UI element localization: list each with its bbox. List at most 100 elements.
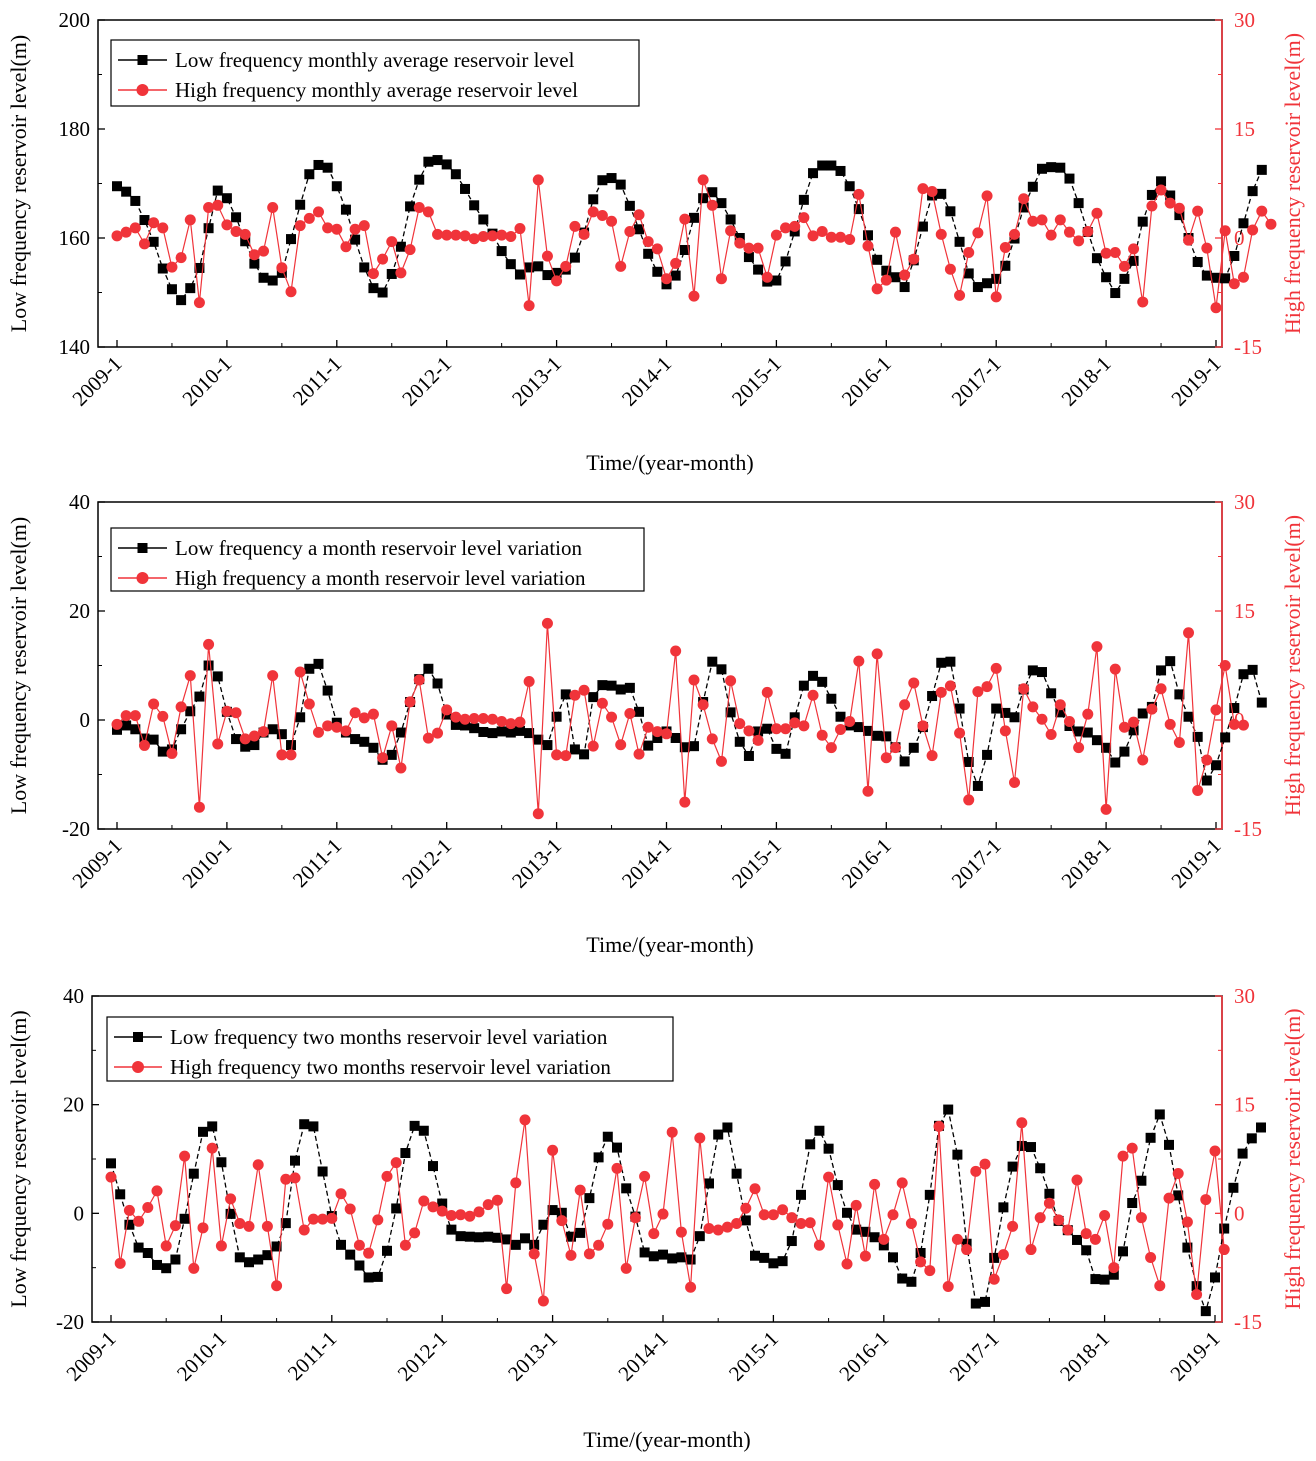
data-point-circle <box>899 269 911 281</box>
data-point-square <box>350 234 361 245</box>
data-point-square <box>469 200 480 211</box>
data-point-circle <box>1126 1142 1138 1154</box>
y-right-tick-label: -15 <box>1234 1310 1262 1334</box>
data-point-circle <box>869 1178 881 1190</box>
y-right-tick-label: 0 <box>1234 708 1245 732</box>
data-point-square <box>989 1252 1000 1263</box>
data-point-square <box>707 187 718 198</box>
data-point-circle <box>1073 742 1085 754</box>
data-point-square <box>280 1218 291 1229</box>
data-point-circle <box>639 1170 651 1182</box>
data-point-circle <box>276 262 288 274</box>
y-right-axis-title: High frequency reservoir level(m) <box>1280 515 1305 816</box>
legend-label: Low frequency a month reservoir level va… <box>175 536 583 560</box>
data-point-circle <box>823 1171 835 1183</box>
data-point-square <box>1016 1140 1027 1151</box>
series-line <box>110 1119 1225 1302</box>
data-point-square <box>648 1251 659 1262</box>
data-point-circle <box>212 199 224 211</box>
data-point-circle <box>349 223 361 235</box>
y-left-tick-label: 0 <box>74 1201 85 1225</box>
data-point-circle <box>258 726 270 738</box>
data-point-square <box>897 1273 908 1284</box>
data-point-circle <box>519 1114 531 1126</box>
data-point-circle <box>221 219 233 231</box>
data-point-circle <box>999 725 1011 737</box>
data-point-square <box>716 664 727 675</box>
data-point-square <box>1000 260 1011 271</box>
data-point-square <box>1183 711 1194 722</box>
data-point-square <box>823 1143 834 1154</box>
data-point-circle <box>1210 302 1222 314</box>
data-point-circle <box>390 1157 402 1169</box>
data-point-circle <box>1071 1174 1083 1186</box>
data-point-circle <box>1145 1252 1157 1264</box>
data-point-square <box>917 221 928 232</box>
chart-panel-2: 2009-1 2010-1 2011-1 2012-1 2013-1 2014-1 2015… <box>6 490 1305 957</box>
data-point-square <box>446 1224 457 1235</box>
data-point-square <box>166 284 177 295</box>
data-point-circle <box>111 230 123 242</box>
data-point-square <box>731 1168 742 1179</box>
data-point-square <box>1191 1281 1202 1292</box>
x-tick-label: 2009-1 <box>67 834 126 893</box>
data-point-circle <box>880 274 892 286</box>
data-point-circle <box>1063 226 1075 238</box>
data-point-circle <box>853 188 865 200</box>
data-point-square <box>185 706 196 717</box>
data-point-square <box>1064 173 1075 184</box>
data-point-circle <box>795 1217 807 1229</box>
data-point-circle <box>1063 715 1075 727</box>
data-point-square <box>474 1232 484 1243</box>
data-point-square <box>124 1219 135 1230</box>
data-point-circle <box>963 247 975 259</box>
data-point-square <box>505 727 516 738</box>
data-point-square <box>1110 288 1121 299</box>
series-line <box>116 623 1244 814</box>
data-point-circle <box>896 1177 908 1189</box>
data-point-circle <box>541 250 553 262</box>
data-point-circle <box>688 674 700 686</box>
data-point-square <box>707 656 718 667</box>
data-point-square <box>1099 1274 1110 1285</box>
legend-box <box>110 527 645 592</box>
data-point-circle <box>294 666 306 678</box>
data-point-square <box>753 264 764 275</box>
data-point-circle <box>1036 713 1048 725</box>
data-point-circle <box>997 1249 1009 1261</box>
data-point-circle <box>353 1239 365 1251</box>
data-point-square <box>1192 256 1203 267</box>
data-point-circle <box>1009 228 1021 240</box>
data-point-square <box>826 160 837 171</box>
data-point-circle <box>340 241 352 253</box>
data-point-square <box>1073 726 1084 737</box>
x-tick-label: 2009-1 <box>61 1327 120 1386</box>
data-point-square <box>1055 707 1066 718</box>
data-point-circle <box>294 220 306 232</box>
data-point-circle <box>565 1249 577 1261</box>
data-point-circle <box>633 748 645 760</box>
data-point-square <box>808 670 819 681</box>
data-point-square <box>759 1252 770 1263</box>
data-point-square <box>450 169 461 180</box>
data-point-square <box>1044 1188 1055 1199</box>
data-point-square <box>1247 664 1258 675</box>
data-point-square <box>432 155 443 166</box>
data-point-circle <box>679 796 691 808</box>
data-point-circle <box>468 713 480 725</box>
data-point-square <box>176 724 187 735</box>
data-point-circle <box>166 261 178 273</box>
data-point-square <box>244 1257 254 1268</box>
data-point-circle <box>862 240 874 252</box>
data-point-circle <box>1016 1117 1028 1129</box>
data-point-circle <box>148 217 160 229</box>
data-point-circle <box>767 1209 779 1221</box>
data-point-square <box>1073 198 1084 209</box>
data-point-square <box>368 742 379 753</box>
data-point-square <box>713 1129 724 1140</box>
data-point-square <box>1127 1198 1138 1209</box>
data-point-square <box>1055 162 1066 173</box>
data-point-circle <box>1137 754 1149 766</box>
x-tick-label: 2016-1 <box>837 352 896 411</box>
data-point-square <box>1192 731 1203 742</box>
